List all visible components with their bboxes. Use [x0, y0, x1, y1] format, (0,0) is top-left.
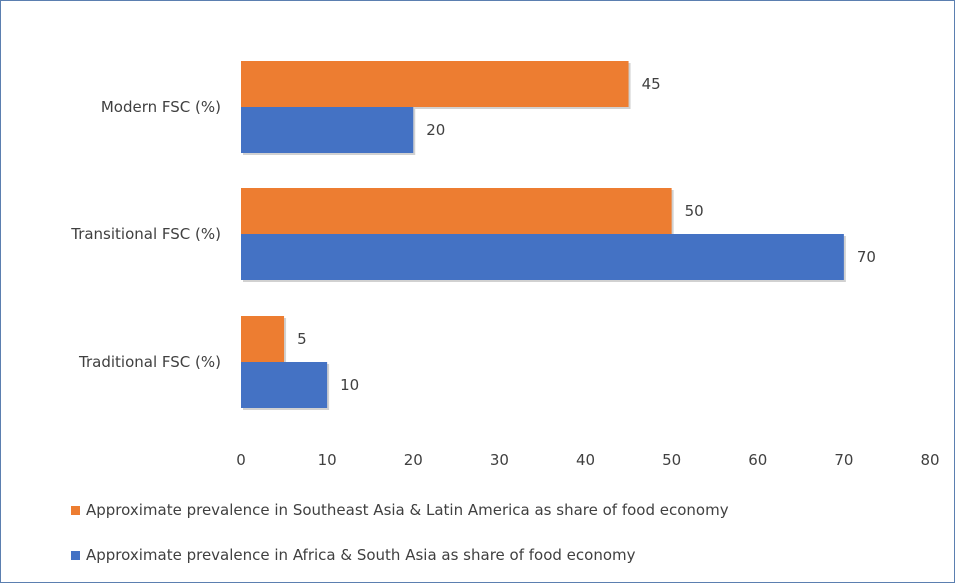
legend-label: Approximate prevalence in Africa & South… [86, 546, 636, 564]
category-labels: Modern FSC (%) Transitional FSC (%) Tradit… [70, 98, 221, 371]
legend-swatch-orange [71, 505, 80, 515]
bar-africa-south-asia [241, 107, 414, 153]
bars-layer [241, 61, 846, 410]
x-tick-label: 50 [662, 451, 681, 469]
x-tick-label: 80 [920, 451, 939, 469]
data-label: 70 [857, 248, 876, 266]
data-label: 45 [642, 75, 661, 93]
data-label: 20 [426, 121, 445, 139]
category-label: Transitional FSC (%) [70, 225, 221, 243]
data-label: 5 [297, 330, 307, 348]
x-tick-label: 20 [404, 451, 423, 469]
legend-item-africa-south-asia: Approximate prevalence in Africa & South… [71, 546, 636, 564]
data-labels: 45 20 50 70 5 10 [297, 75, 876, 394]
data-label: 10 [340, 376, 359, 394]
bar-africa-south-asia [241, 234, 844, 280]
bar-southeast-asia-latin-america [241, 61, 629, 107]
x-tick-label: 10 [318, 451, 337, 469]
x-tick-label: 0 [236, 451, 246, 469]
bar-africa-south-asia [241, 362, 328, 408]
legend-swatch-blue [71, 550, 80, 560]
x-axis-ticks: 0 10 20 30 40 50 60 70 80 [236, 451, 939, 469]
legend-item-southeast-asia-latin-america: Approximate prevalence in Southeast Asia… [71, 501, 729, 519]
x-tick-label: 40 [576, 451, 595, 469]
bar-southeast-asia-latin-america [241, 188, 672, 234]
bar-southeast-asia-latin-america [241, 316, 285, 362]
data-label: 50 [685, 202, 704, 220]
x-tick-label: 70 [834, 451, 853, 469]
x-tick-label: 30 [490, 451, 509, 469]
category-label: Traditional FSC (%) [78, 353, 221, 371]
legend-label: Approximate prevalence in Southeast Asia… [86, 501, 729, 519]
category-label: Modern FSC (%) [101, 98, 221, 116]
x-tick-label: 60 [748, 451, 767, 469]
